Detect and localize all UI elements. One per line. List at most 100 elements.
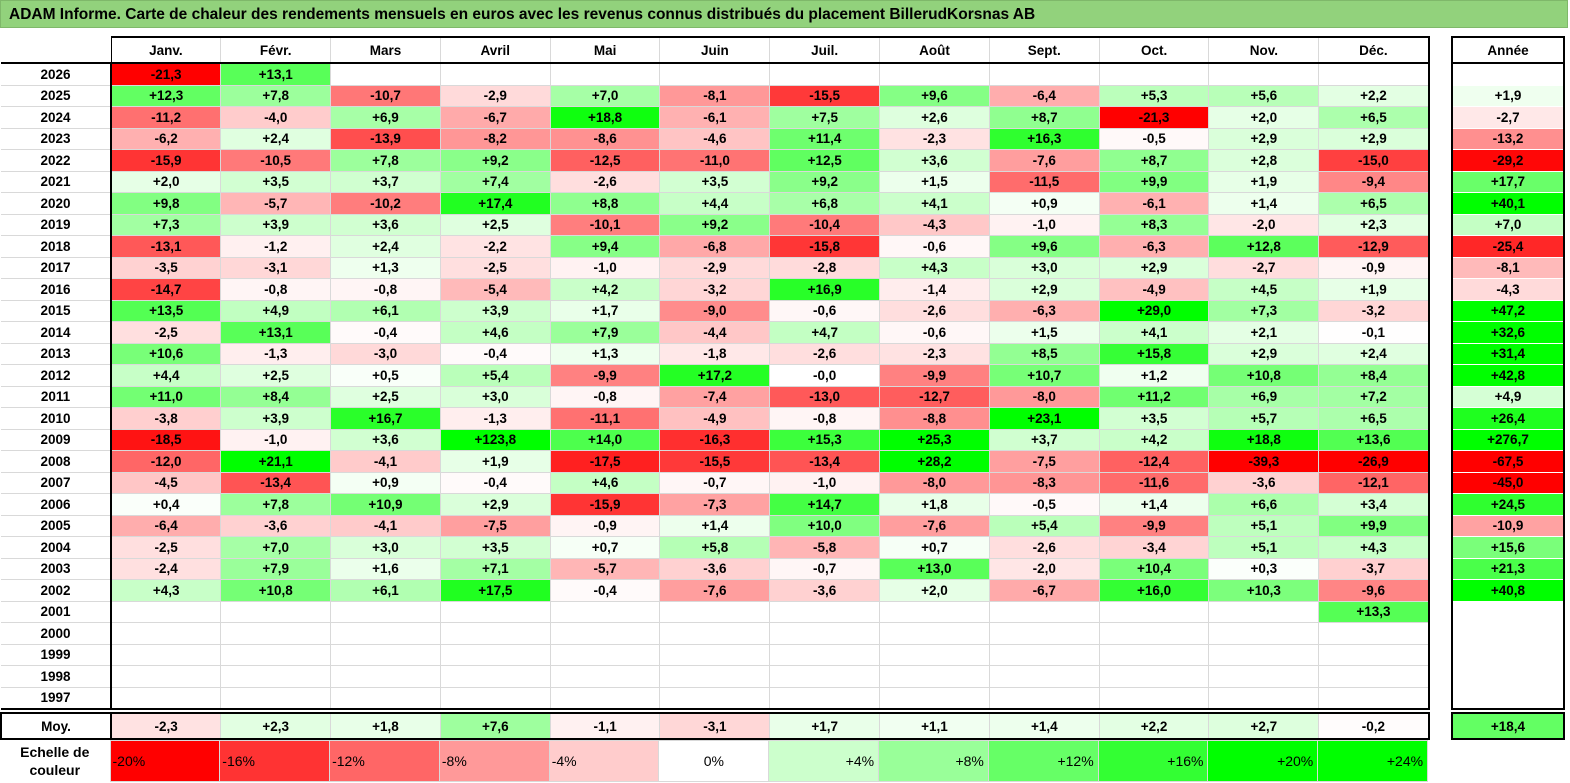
heatmap-cell bbox=[988, 665, 1100, 688]
heatmap-cell: +7,0 bbox=[220, 536, 332, 559]
heatmap-cell: -6,7 bbox=[988, 579, 1100, 602]
year-label: 2008 bbox=[1, 450, 112, 473]
table-row: 2018 -13,1 -1,2 +2,4 -2,2 +9,4 -6,8 -15,8 -0,6 +9… bbox=[1, 235, 1430, 258]
heatmap-cell bbox=[330, 643, 441, 666]
year-label: 2026 bbox=[1, 62, 112, 86]
heatmap-cell: -2,6 bbox=[879, 299, 990, 322]
heatmap-cell: +10,4 bbox=[1098, 557, 1210, 580]
heatmap-cell: +7,1 bbox=[439, 557, 551, 580]
annual-cell bbox=[1451, 601, 1565, 623]
heatmap-cell: +123,8 bbox=[439, 428, 551, 451]
heatmap-cell: +15,3 bbox=[769, 428, 881, 451]
month-header: Mars bbox=[330, 36, 441, 64]
heatmap-cell: -3,1 bbox=[220, 256, 332, 279]
heatmap-cell: +9,8 bbox=[110, 192, 222, 215]
heatmap-cell: -1,3 bbox=[220, 342, 332, 365]
heatmap-cell: +16,9 bbox=[769, 278, 881, 301]
heatmap-cell bbox=[988, 622, 1100, 645]
heatmap-cell: -16,3 bbox=[659, 428, 771, 451]
heatmap-cell: -2,6 bbox=[988, 536, 1100, 559]
heatmap-cell bbox=[330, 600, 441, 623]
heatmap-cell: +9,4 bbox=[549, 235, 661, 258]
heatmap-cell: -2,9 bbox=[659, 256, 771, 279]
heatmap-cell: -2,5 bbox=[110, 536, 222, 559]
heatmap-cell bbox=[659, 622, 771, 645]
annual-cell: +15,6 bbox=[1451, 536, 1565, 558]
heatmap-cell: +1,6 bbox=[330, 557, 441, 580]
heatmap-cell: -0,0 bbox=[769, 364, 881, 387]
year-label: 2011 bbox=[1, 385, 112, 408]
heatmap-cell: -9,9 bbox=[879, 364, 990, 387]
heatmap-cell: +5,8 bbox=[659, 536, 771, 559]
heatmap-cell: +1,4 bbox=[1208, 192, 1320, 215]
heatmap-cell: -6,4 bbox=[110, 514, 222, 537]
heatmap-cell: +4,7 bbox=[769, 321, 881, 344]
heatmap-cell: +2,9 bbox=[439, 493, 551, 516]
heatmap-cell: -3,6 bbox=[659, 557, 771, 580]
annual-cell: -2,7 bbox=[1451, 106, 1565, 128]
heatmap-cell: +0,7 bbox=[879, 536, 990, 559]
heatmap-cell: +1,9 bbox=[1318, 278, 1430, 301]
table-row: 2022 -15,9 -10,5 +7,8 +9,2 -12,5 -11,0 +12,5 +3,… bbox=[1, 149, 1430, 172]
heatmap-cell: -15,9 bbox=[549, 493, 661, 516]
heatmap-cell: +18,8 bbox=[1208, 428, 1320, 451]
color-scale-step: +24% bbox=[1317, 740, 1429, 782]
heatmap-cell: -12,1 bbox=[1318, 471, 1430, 494]
year-label: 1997 bbox=[1, 686, 112, 710]
heatmap-cell: +2,0 bbox=[1208, 106, 1320, 129]
heatmap-cell: -6,8 bbox=[659, 235, 771, 258]
heatmap-cell: -1,0 bbox=[769, 471, 881, 494]
heatmap-cell: +4,2 bbox=[549, 278, 661, 301]
heatmap-cell: -8,0 bbox=[988, 385, 1100, 408]
heatmap-cell bbox=[220, 622, 332, 645]
heatmap-cell: -11,0 bbox=[659, 149, 771, 172]
heatmap-cell: -0,7 bbox=[769, 557, 881, 580]
heatmap-cell: +25,3 bbox=[879, 428, 990, 451]
heatmap-cell: -21,3 bbox=[1098, 106, 1210, 129]
heatmap-cell: -12,5 bbox=[549, 149, 661, 172]
heatmap-cell bbox=[330, 686, 441, 710]
heatmap-cell: +17,4 bbox=[439, 192, 551, 215]
heatmap-cell: +4,6 bbox=[439, 321, 551, 344]
heatmap-cell: +29,0 bbox=[1098, 299, 1210, 322]
heatmap-cell: +17,5 bbox=[439, 579, 551, 602]
heatmap-cell: -6,7 bbox=[439, 106, 551, 129]
heatmap-cell: +13,1 bbox=[220, 62, 332, 86]
year-label: 2012 bbox=[1, 364, 112, 387]
heatmap-cell bbox=[879, 643, 990, 666]
heatmap-cell: +0,9 bbox=[330, 471, 441, 494]
annual-cell: -10,9 bbox=[1451, 515, 1565, 537]
year-label: 2021 bbox=[1, 170, 112, 193]
heatmap-cell: +12,8 bbox=[1208, 235, 1320, 258]
heatmap-cell bbox=[1208, 62, 1320, 86]
heatmap-cell: -2,8 bbox=[769, 256, 881, 279]
heatmap-cell: +1,3 bbox=[330, 256, 441, 279]
heatmap-cell: -17,5 bbox=[549, 450, 661, 473]
heatmap-cell: -9,6 bbox=[1318, 579, 1430, 602]
heatmap-cell: +1,9 bbox=[1208, 170, 1320, 193]
color-scale-step: -4% bbox=[548, 740, 660, 782]
heatmap-cell: -2,3 bbox=[879, 342, 990, 365]
heatmap-cell: -39,3 bbox=[1208, 450, 1320, 473]
heatmap-cell: +5,6 bbox=[1208, 84, 1320, 107]
heatmap-cell: +2,9 bbox=[988, 278, 1100, 301]
heatmap-cell: +0,4 bbox=[110, 493, 222, 516]
year-label: 2005 bbox=[1, 514, 112, 537]
table-row: 2002 +4,3 +10,8 +6,1 +17,5 -0,4 -7,6 -3,6 +2,0 -6… bbox=[1, 579, 1430, 602]
heatmap-cell: -9,4 bbox=[1318, 170, 1430, 193]
heatmap-cell: +3,5 bbox=[659, 170, 771, 193]
heatmap-cell: -3,5 bbox=[110, 256, 222, 279]
heatmap-cell bbox=[1208, 622, 1320, 645]
heatmap-cell: +10,8 bbox=[220, 579, 332, 602]
table-row: 2016 -14,7 -0,8 -0,8 -5,4 +4,2 -3,2 +16,9 -1,4 +2… bbox=[1, 278, 1430, 301]
heatmap-cell: -7,6 bbox=[879, 514, 990, 537]
color-scale-step: +4% bbox=[768, 740, 880, 782]
heatmap-cell: -7,3 bbox=[659, 493, 771, 516]
heatmap-cell bbox=[988, 686, 1100, 710]
heatmap-cell bbox=[1208, 643, 1320, 666]
heatmap-cell: +9,9 bbox=[1318, 514, 1430, 537]
heatmap-cell: +2,0 bbox=[110, 170, 222, 193]
heatmap-cell: +2,4 bbox=[1318, 342, 1430, 365]
heatmap-cell: -0,8 bbox=[220, 278, 332, 301]
heatmap-cell: +3,0 bbox=[988, 256, 1100, 279]
